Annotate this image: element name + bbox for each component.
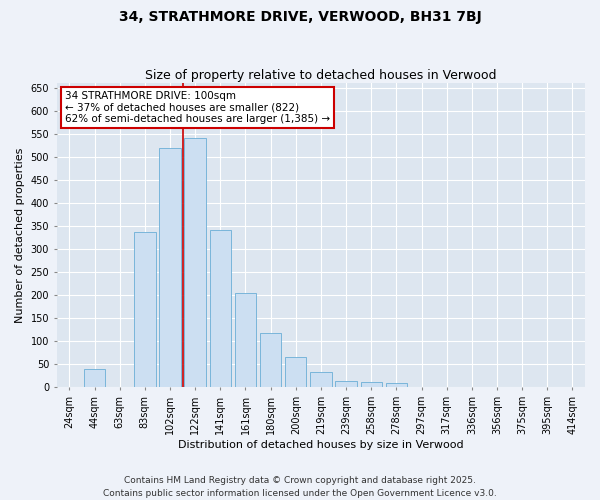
Bar: [235, 293, 256, 388]
Bar: [184, 138, 206, 388]
Text: 34, STRATHMORE DRIVE, VERWOOD, BH31 7BJ: 34, STRATHMORE DRIVE, VERWOOD, BH31 7BJ: [119, 10, 481, 24]
Bar: [310, 372, 332, 388]
Bar: [59, 386, 80, 388]
Bar: [134, 232, 155, 388]
Y-axis label: Number of detached properties: Number of detached properties: [15, 148, 25, 323]
Bar: [84, 369, 105, 388]
Text: Contains HM Land Registry data © Crown copyright and database right 2025.
Contai: Contains HM Land Registry data © Crown c…: [103, 476, 497, 498]
Bar: [109, 386, 130, 388]
Bar: [361, 382, 382, 388]
Text: 34 STRATHMORE DRIVE: 100sqm
← 37% of detached houses are smaller (822)
62% of se: 34 STRATHMORE DRIVE: 100sqm ← 37% of det…: [65, 91, 330, 124]
X-axis label: Distribution of detached houses by size in Verwood: Distribution of detached houses by size …: [178, 440, 464, 450]
Title: Size of property relative to detached houses in Verwood: Size of property relative to detached ho…: [145, 69, 497, 82]
Bar: [160, 148, 181, 388]
Bar: [209, 230, 231, 388]
Bar: [386, 383, 407, 388]
Bar: [260, 333, 281, 388]
Bar: [335, 380, 357, 388]
Bar: [285, 356, 307, 388]
